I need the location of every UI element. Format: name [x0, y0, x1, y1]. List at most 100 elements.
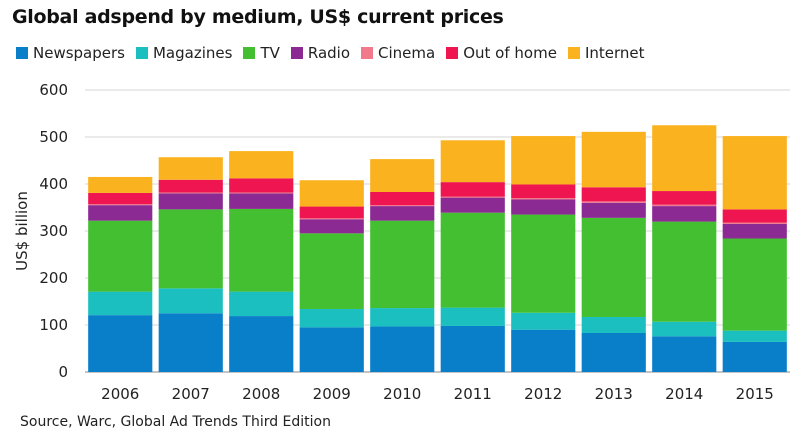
bar-segment-tv-2012 — [511, 214, 576, 313]
bar-segment-magazines-2007 — [158, 288, 223, 314]
x-tick-label: 2012 — [524, 385, 562, 403]
bar-segment-radio-2008 — [229, 193, 294, 209]
bar-segment-tv-2014 — [652, 221, 717, 322]
legend-label: Magazines — [152, 44, 233, 62]
legend-swatch — [567, 47, 580, 59]
x-tick-label: 2007 — [172, 385, 210, 403]
bar-segment-out-of-home-2015 — [722, 209, 787, 223]
chart-plot-area: 0 100 200 300 400 500 600 US$ billion 2006 2007 20… — [13, 81, 790, 403]
bar-segment-out-of-home-2010 — [370, 191, 435, 206]
bar-segment-cinema-2009 — [299, 218, 364, 220]
bar-segment-tv-2011 — [440, 212, 505, 308]
bar-segment-out-of-home-2007 — [158, 179, 223, 193]
bar-segment-cinema-2010 — [370, 205, 435, 207]
bar-segment-newspapers-2010 — [370, 326, 435, 372]
legend-swatch — [446, 47, 459, 59]
bar-segment-cinema-2007 — [158, 192, 223, 194]
legend-item-cinema: Cinema — [361, 44, 435, 62]
bar-segment-newspapers-2014 — [652, 336, 717, 372]
x-tick-label: 2010 — [383, 385, 421, 403]
bar-segment-internet-2015 — [722, 136, 787, 210]
bar-segment-out-of-home-2008 — [229, 178, 294, 193]
legend-swatch — [16, 47, 28, 59]
bar-segment-magazines-2014 — [652, 321, 717, 337]
x-tick-label: 2011 — [454, 385, 492, 403]
bar-segment-magazines-2015 — [722, 330, 787, 342]
bar-segment-internet-2011 — [440, 140, 505, 183]
bar-segment-radio-2010 — [370, 206, 435, 221]
bar-segment-internet-2007 — [158, 157, 223, 180]
legend-label: Newspapers — [33, 44, 125, 62]
y-tick-label: 200 — [39, 269, 68, 287]
legend-item-internet: Internet — [567, 44, 645, 62]
bar-segment-cinema-2015 — [722, 222, 787, 224]
bar-segment-out-of-home-2012 — [511, 184, 576, 199]
bar-segment-internet-2006 — [88, 176, 153, 193]
bar-segment-out-of-home-2014 — [652, 191, 717, 205]
bar-segment-cinema-2008 — [229, 192, 294, 194]
legend-item-out-of-home: Out of home — [446, 44, 557, 62]
bar-segment-newspapers-2011 — [440, 325, 505, 372]
bar-segment-tv-2015 — [722, 238, 787, 331]
bar-segment-internet-2008 — [229, 151, 294, 179]
x-tick-label: 2014 — [665, 385, 703, 403]
bar-segment-radio-2009 — [299, 219, 364, 234]
bar-segment-newspapers-2007 — [158, 313, 223, 372]
x-tick-label: 2006 — [101, 385, 139, 403]
bar-segment-cinema-2006 — [88, 204, 153, 206]
bar-segment-tv-2008 — [229, 208, 294, 292]
bar-segment-magazines-2012 — [511, 312, 576, 330]
bar-segment-out-of-home-2006 — [88, 192, 153, 205]
bar-segment-newspapers-2013 — [581, 332, 646, 372]
bar-segment-newspapers-2009 — [299, 327, 364, 372]
y-tick-label: 0 — [58, 363, 68, 381]
y-tick-label: 100 — [39, 316, 68, 334]
legend-item-radio: Radio — [290, 44, 351, 62]
bar-segment-tv-2009 — [299, 233, 364, 310]
bar-segment-newspapers-2015 — [722, 341, 787, 372]
x-tick-label: 2013 — [595, 385, 633, 403]
bar-segment-radio-2011 — [440, 197, 505, 213]
x-tick-label: 2008 — [242, 385, 280, 403]
bar-segment-cinema-2012 — [511, 198, 576, 200]
bar-segment-newspapers-2006 — [88, 315, 153, 372]
bar-segment-radio-2012 — [511, 199, 576, 215]
legend-label: Cinema — [378, 44, 436, 62]
bar-segment-out-of-home-2009 — [299, 206, 364, 219]
bar-segment-tv-2006 — [88, 220, 153, 292]
y-tick-label: 600 — [39, 81, 68, 99]
bar-segment-internet-2013 — [581, 131, 646, 188]
y-tick-label: 400 — [39, 175, 68, 193]
bar-segment-newspapers-2008 — [229, 316, 294, 372]
legend-label: Out of home — [463, 44, 557, 62]
y-axis-label: US$ billion — [13, 191, 31, 271]
legend-label: Radio — [307, 44, 351, 62]
bar-segment-radio-2013 — [581, 202, 646, 218]
bar-segment-cinema-2014 — [652, 204, 717, 207]
legend-swatch — [361, 47, 374, 59]
legend-swatch — [135, 47, 148, 59]
chart-title: Global adspend by medium, US$ current pr… — [12, 6, 504, 28]
bar-segment-radio-2014 — [652, 206, 717, 222]
legend-item-magazines: Magazines — [135, 44, 233, 62]
y-tick-label: 500 — [39, 128, 68, 146]
legend-label: Internet — [584, 44, 645, 62]
bar-segment-internet-2012 — [511, 136, 576, 185]
bar-segment-cinema-2011 — [440, 196, 505, 198]
x-tick-label: 2009 — [313, 385, 351, 403]
x-tick-label: 2015 — [736, 385, 774, 403]
bar-segment-cinema-2013 — [581, 201, 646, 203]
bar-segment-out-of-home-2011 — [440, 182, 505, 197]
legend-swatch — [290, 47, 303, 59]
bar-segment-magazines-2009 — [299, 309, 364, 328]
legend-item-tv: TV — [243, 44, 280, 62]
legend-item-newspapers: Newspapers — [16, 44, 125, 62]
bar-segment-magazines-2013 — [581, 317, 646, 333]
bar-segment-tv-2013 — [581, 217, 646, 318]
bar-segment-radio-2007 — [158, 193, 223, 210]
bar-segment-out-of-home-2013 — [581, 187, 646, 202]
legend: Newspapers Magazines TV Radio Cinema Out of h… — [16, 44, 656, 62]
bar-segment-radio-2006 — [88, 205, 153, 221]
bar-segment-tv-2010 — [370, 220, 435, 309]
legend-label: TV — [260, 44, 280, 62]
